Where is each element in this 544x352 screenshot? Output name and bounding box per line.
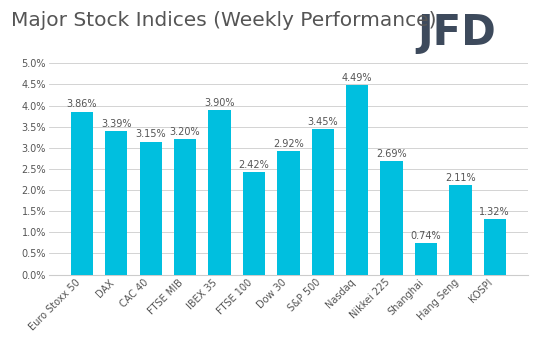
Text: 3.39%: 3.39% <box>101 119 132 129</box>
Text: 2.42%: 2.42% <box>238 160 269 170</box>
Text: 4.49%: 4.49% <box>342 73 373 83</box>
Text: 3.86%: 3.86% <box>67 99 97 109</box>
Bar <box>243 172 265 275</box>
Text: 3.45%: 3.45% <box>307 117 338 127</box>
Bar <box>174 139 196 275</box>
Text: JFD: JFD <box>418 12 496 55</box>
Text: 1.32%: 1.32% <box>479 207 510 217</box>
Bar <box>312 129 334 275</box>
Bar <box>449 186 472 275</box>
Text: 2.92%: 2.92% <box>273 139 304 149</box>
Text: 0.74%: 0.74% <box>411 231 441 241</box>
Bar <box>380 161 403 275</box>
Text: 2.69%: 2.69% <box>376 149 407 159</box>
Text: 3.20%: 3.20% <box>170 127 200 137</box>
Bar <box>346 85 368 275</box>
Text: 3.90%: 3.90% <box>204 98 235 108</box>
Bar <box>71 112 93 275</box>
Bar <box>208 110 231 275</box>
Text: Major Stock Indices (Weekly Performance): Major Stock Indices (Weekly Performance) <box>11 11 436 30</box>
Bar <box>277 151 300 275</box>
Bar <box>415 243 437 275</box>
Text: 2.11%: 2.11% <box>445 173 475 183</box>
Text: 3.15%: 3.15% <box>135 130 166 139</box>
Bar <box>105 131 127 275</box>
Bar <box>139 142 162 275</box>
Bar <box>484 219 506 275</box>
